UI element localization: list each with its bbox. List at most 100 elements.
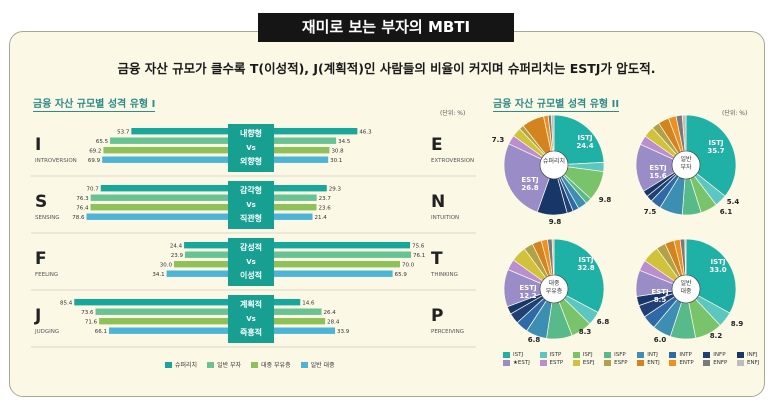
bar-group-sn: S SENSING N INTUITION 감각형 Vs 직관형 70.7 29.3 76.3 23… — [31, 181, 476, 234]
bar-right — [274, 194, 317, 201]
left-letter: S — [35, 192, 47, 212]
bar-value: 65.5 — [96, 139, 109, 145]
bar-group-ie: I INTROVERSION E EXTROVERSION 내향형 Vs 외향형 53.7 46… — [31, 124, 476, 177]
legend-label: ISTJ — [513, 352, 524, 358]
bar-value: 30.8 — [331, 149, 344, 155]
legend-label: INTP — [679, 352, 692, 358]
center-label-box — [228, 295, 274, 343]
legend-label: 대중 부유층 — [261, 362, 291, 369]
bar-value: 24.4 — [170, 244, 183, 250]
pie-label: ESTJ — [651, 288, 668, 296]
center-label: Vs — [246, 201, 256, 209]
right-letter: P — [431, 306, 443, 326]
bar-right — [274, 299, 301, 306]
pie-center — [539, 150, 569, 180]
pie-label: ESTJ — [649, 164, 666, 172]
bar-value: 14.6 — [302, 301, 315, 307]
right-word: THINKING — [430, 272, 458, 278]
center-label-box — [228, 124, 274, 172]
bar-value: 29.3 — [329, 187, 342, 193]
pie-legend: ISTJ ISTP ISFJ ISFP INTJ INTP INFP INFJ ★ESTJ EST… — [503, 352, 763, 366]
pie-label: 26.8 — [521, 184, 538, 192]
bar-left — [102, 156, 228, 163]
bar-right — [274, 270, 393, 277]
bar-left — [90, 204, 228, 211]
legend-label: ESTP — [549, 360, 564, 366]
pie-center — [671, 274, 701, 304]
bar-value: 30.0 — [160, 263, 173, 269]
pie-legend-item: ENTP — [669, 360, 697, 366]
pie-legend-item: ISFP — [604, 352, 631, 358]
legend-general-rich: 일반 부자 — [207, 360, 241, 369]
pie-label: ISTJ — [578, 256, 593, 264]
pie-label: 7.3 — [492, 136, 505, 144]
bar-left — [174, 261, 228, 268]
legend-swatch — [539, 352, 547, 358]
legend-label: 슈퍼리치 — [175, 362, 198, 369]
bar-left — [74, 299, 228, 306]
legend-swatch — [604, 360, 612, 366]
left-letter: I — [35, 135, 41, 155]
legend-swatch — [572, 352, 580, 358]
bar-left — [103, 147, 228, 154]
bar-legend: 슈퍼리치 일반 부자 대중 부유층 일반 대중 — [165, 360, 335, 369]
bar-left — [86, 213, 228, 220]
legend-label: ENTJ — [647, 360, 660, 366]
legend-label: ENFJ — [747, 360, 760, 366]
bar-value: 28.4 — [327, 320, 340, 326]
bar-value: 78.6 — [72, 215, 85, 221]
legend-swatch — [539, 360, 547, 366]
legend-swatch — [637, 360, 645, 366]
bar-value: 33.9 — [337, 329, 350, 335]
bar-left — [166, 270, 228, 277]
pie-label: 6.0 — [654, 336, 667, 344]
pie-name: 일반 — [680, 279, 692, 287]
personality-pie-charts: 슈퍼리치ISTJ24.4ESTJ26.89.89.87.3일반부자ISTJ35.… — [492, 114, 744, 344]
bar-value: 46.3 — [359, 130, 372, 136]
pie-label: ESTJ — [521, 176, 538, 184]
legend-swatch — [604, 352, 612, 358]
legend-swatch — [737, 360, 744, 366]
bar-left — [99, 318, 229, 325]
center-label: 감각형 — [240, 185, 262, 195]
pie-legend-item: ★ESTJ — [503, 360, 534, 366]
pie-label: 32.8 — [577, 264, 594, 272]
bar-right — [274, 156, 329, 163]
left-word: INTROVERSION — [35, 158, 77, 164]
legend-mass-affluent: 대중 부유층 — [251, 360, 291, 369]
pie-label: 33.0 — [709, 266, 726, 274]
bar-right — [274, 308, 322, 315]
center-label-box — [228, 181, 274, 229]
bar-left — [109, 327, 228, 334]
pie-name: 대중 — [548, 279, 560, 287]
pie-label: ISTJ — [577, 134, 592, 142]
bar-left — [110, 137, 228, 144]
pie-name: 대중 — [680, 287, 692, 295]
pie-label: 8.9 — [731, 320, 744, 328]
pie-legend-item: ENTJ — [637, 360, 663, 366]
bar-left — [95, 308, 229, 315]
bar-left — [184, 242, 228, 249]
bar-left — [100, 185, 228, 192]
left-word: FEELING — [35, 272, 58, 278]
legend-swatch — [637, 352, 645, 358]
bar-right — [274, 185, 327, 192]
legend-label: ISTP — [549, 352, 562, 358]
center-label: Vs — [246, 315, 256, 323]
pie-label: 15.6 — [649, 172, 666, 180]
legend-swatch — [703, 352, 711, 358]
pie-legend-item: ESTP — [539, 360, 567, 366]
legend-label: ENFP — [713, 360, 728, 366]
pie-label: 12.2 — [519, 292, 536, 300]
center-label: 계획적 — [240, 299, 262, 309]
bar-value: 75.6 — [412, 244, 425, 250]
page-title: 재미로 보는 부자의 MBTI — [258, 13, 514, 42]
pie-legend-item: ENFJ — [737, 360, 763, 366]
bar-value: 26.4 — [324, 310, 337, 316]
bar-value: 76.3 — [76, 196, 89, 202]
legend-label: ENTP — [679, 360, 694, 366]
bar-right — [274, 128, 358, 135]
legend-swatch — [669, 360, 677, 366]
legend-super-rich: 슈퍼리치 — [165, 360, 197, 369]
pie-legend-item: ENFP — [703, 360, 731, 366]
